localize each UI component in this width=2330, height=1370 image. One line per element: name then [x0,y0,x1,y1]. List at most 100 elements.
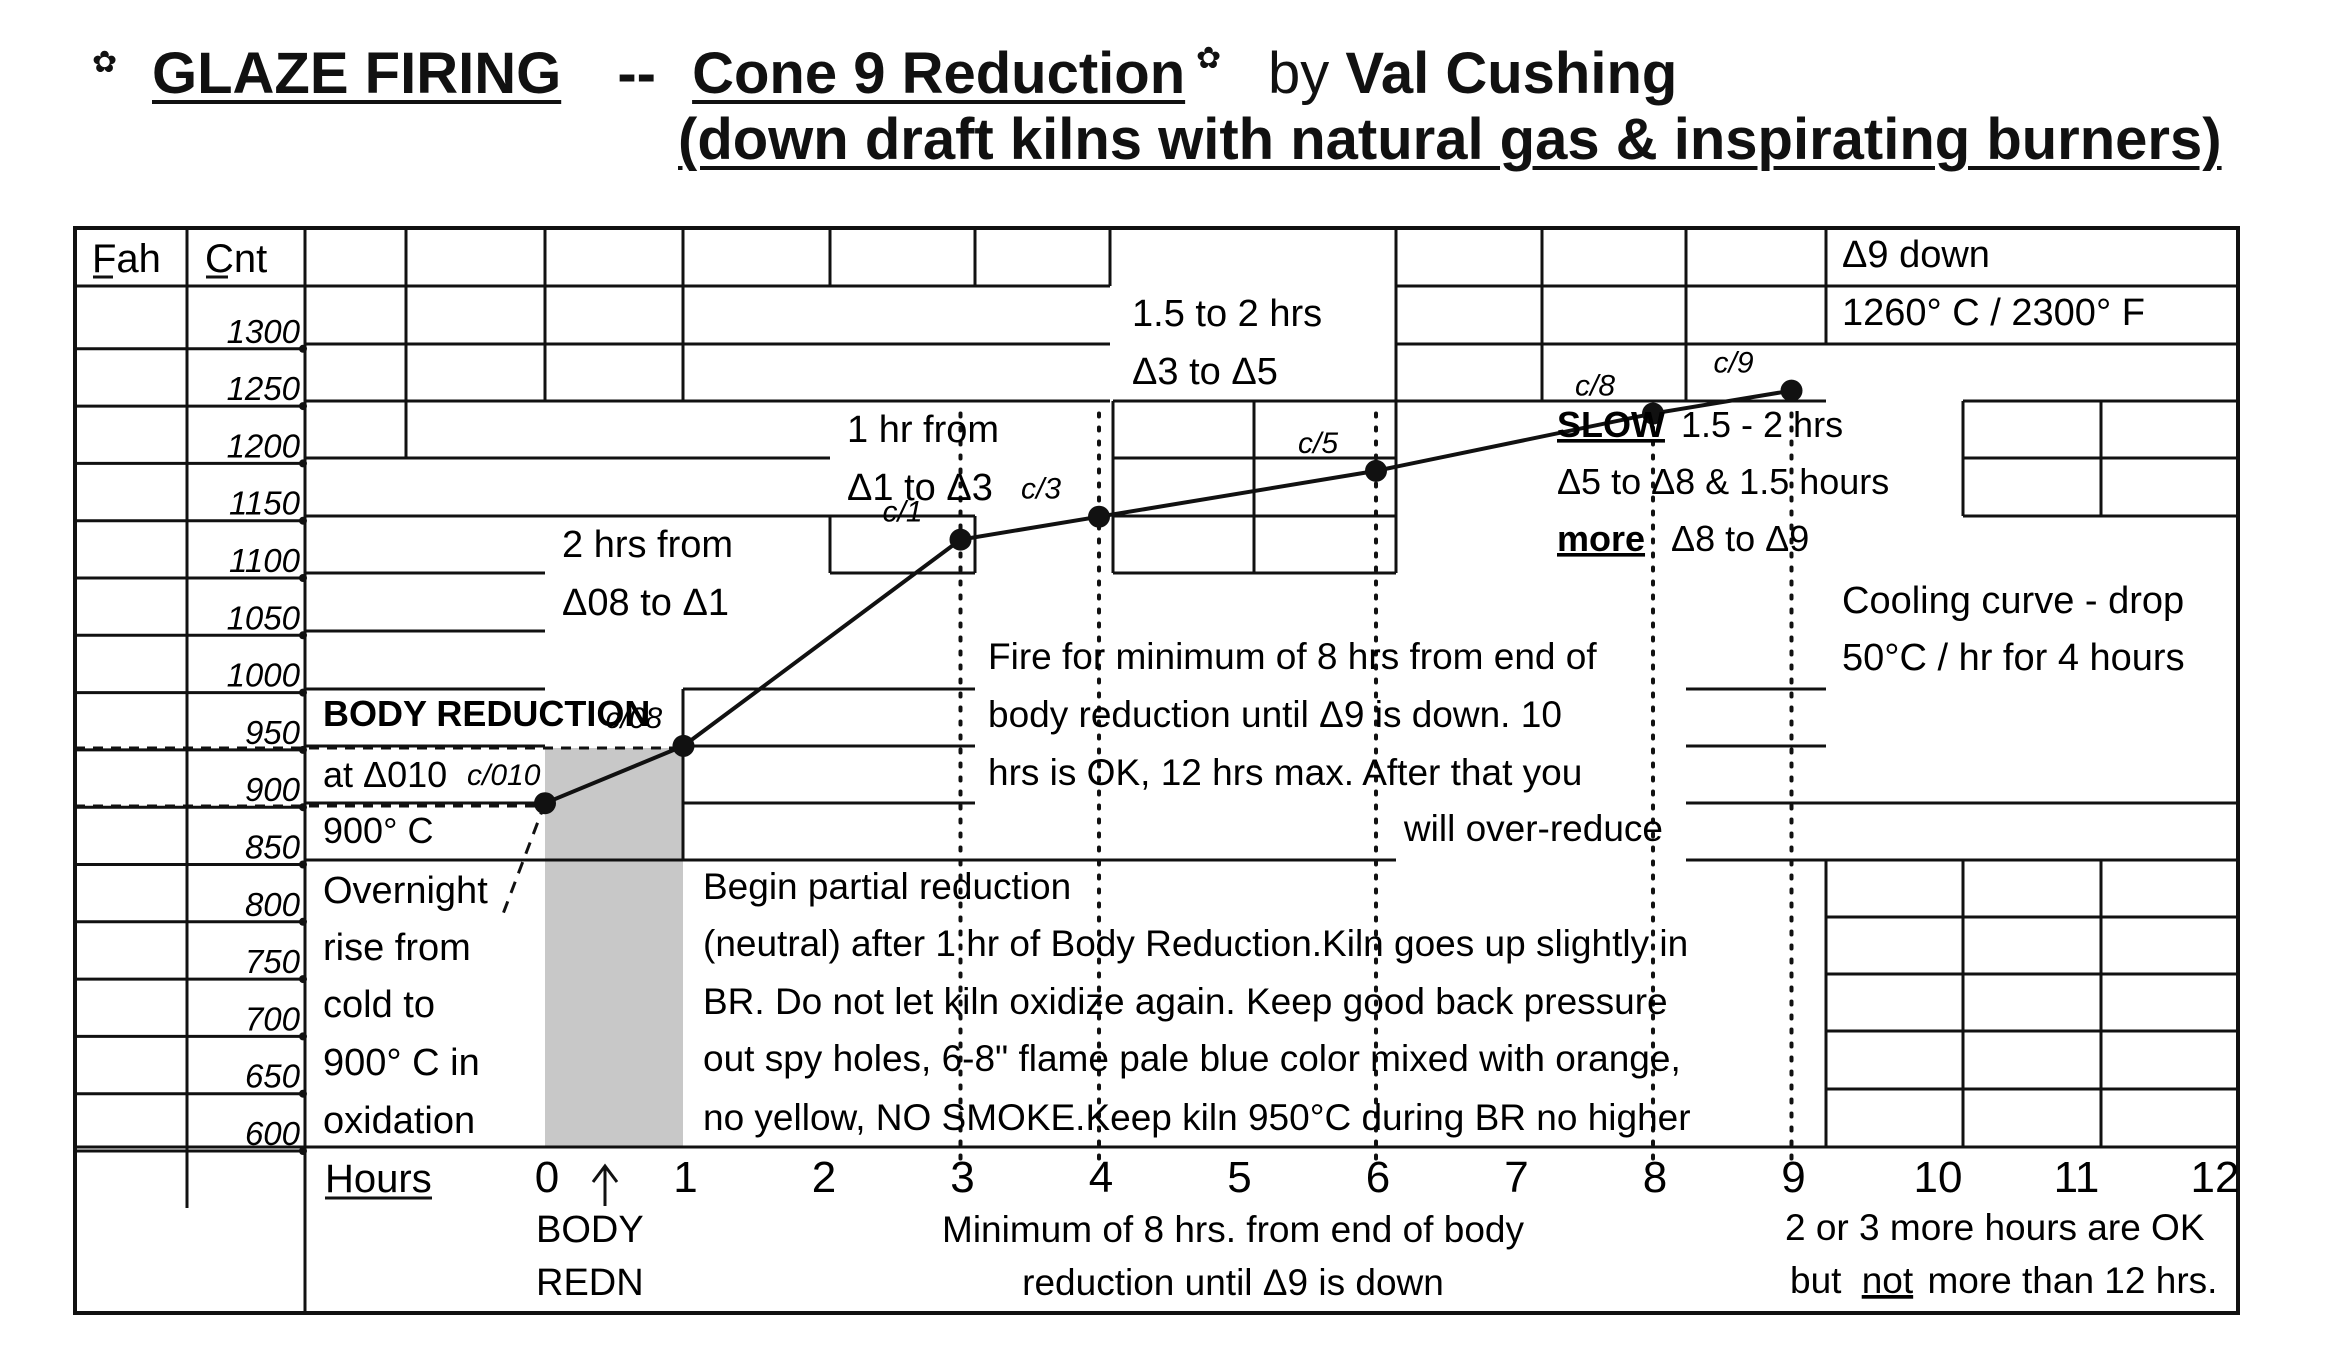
annotation-slow: SLOW 1.5 - 2 hrs Δ5 to Δ8 & 1.5 hours mo… [1557,404,1889,559]
chart-frame [73,226,2240,1315]
y-tick-label: 650 [245,1058,301,1095]
series-point [1642,402,1664,425]
x-tick-label: 0 [535,1153,559,1202]
cooling-l2: 50°C / hr for 4 hours [1842,637,2185,679]
fire-min-l2: body reduction until Δ9 is down. 10 [988,694,1562,735]
two-hrs-l1: 2 hrs from [562,524,733,566]
partial-l5: no yellow, NO SMOKE.Keep kiln 950°C duri… [703,1097,1691,1138]
series-point [672,734,695,757]
body-reduction-temp: 900° C [323,810,433,851]
one-hr-l1: 1 hr from [847,409,999,451]
two-hrs-l2: Δ08 to Δ1 [562,582,729,624]
y-tick-dot [299,516,307,525]
annotation-1-5-hrs: 1.5 to 2 hrs Δ3 to Δ5 [1132,293,1322,393]
chart-title-author: by Val Cushing [1268,42,1677,106]
annotation-more-hours: 2 or 3 more hours are OK but not more th… [1785,1207,2217,1301]
x-axis-label-hours: Hours [325,1157,432,1201]
annotation-overnight: Overnight rise from cold to 900° C in ox… [323,870,488,1142]
point-label: c/08 [606,702,663,735]
y-tick-label: 950 [245,714,301,751]
y-tick-dot [299,688,307,697]
y-tick-dot [299,1089,307,1098]
x-tick-label: 11 [2054,1153,2100,1202]
y-tick-label: 750 [245,943,301,980]
y-tick-label: 1200 [227,427,301,464]
y-tick-dot [299,344,307,353]
x-tick-label: 12 [2191,1153,2240,1202]
header-cnt: Cnt [205,237,267,281]
y-tick-dot [299,574,307,582]
partial-l4: out spy holes, 6-8" flame pale blue colo… [703,1038,1681,1079]
y-tick-dot [299,860,307,869]
point-label: c/8 [1575,370,1615,403]
cooling-l1: Cooling curve - drop [1842,580,2184,622]
annotation-body-redn: BODY REDN [536,1209,644,1304]
x-tick-label: 6 [1366,1153,1390,1202]
fire-min-l1: Fire for minimum of 8 hrs from end of [988,636,1597,677]
more-rest: Δ8 to Δ9 [1671,518,1809,559]
header-fah: Fah [92,237,161,281]
y-tick-label: 600 [245,1115,301,1152]
y-tick-label: 1000 [227,657,301,694]
chart-title-line1: GLAZE FIRING -- Cone 9 Reduction [152,42,1185,106]
more-hours-l1: 2 or 3 more hours are OK [1785,1207,2205,1248]
not-word: not [1862,1260,1914,1301]
x-tick-labels: 0 1 2 3 4 5 6 7 8 9 10 11 12 [535,1153,2240,1202]
subtitle-text: (down draft kilns with natural gas & ins… [678,107,2222,172]
overnight-l2: rise from [323,927,471,969]
point-label: c/1 [883,496,923,529]
slow-rest: 1.5 - 2 hrs [1681,404,1843,445]
y-tick-label: 1150 [229,485,301,522]
annotation-partial-reduction: Begin partial reduction (neutral) after … [703,866,1691,1138]
title-by: by [1268,41,1330,106]
point-label: c/010 [467,759,541,792]
y-tick-label: 800 [245,886,301,923]
series-point [1088,505,1110,528]
y-tick-label: 1050 [227,599,301,636]
x-tick-label: 3 [950,1153,974,1202]
body-reduction-shaded-band [545,748,683,1146]
y-tick-dot [299,1032,307,1041]
point-label: c/5 [1298,427,1338,460]
series-point [1365,459,1387,482]
x-tick-label: 4 [1089,1153,1113,1202]
one-hr-l2: Δ1 to Δ3 [847,467,993,509]
annotation-cone9-down: Δ9 down 1260° C / 2300° F [1842,234,2145,334]
x-tick-label: 9 [1781,1153,1805,1202]
y-tick-dot [299,745,307,754]
overnight-l4: 900° C in [323,1042,480,1084]
slow-line1: SLOW 1.5 - 2 hrs [1557,404,1843,445]
annotation-fire-minimum: Fire for minimum of 8 hrs from end of bo… [988,636,1663,849]
point-label: c/3 [1021,473,1061,506]
series-point [949,528,972,551]
y-tick-dot [299,917,307,926]
overnight-l3: cold to [323,984,435,1026]
annotation-1hr: 1 hr from Δ1 to Δ3 [847,409,999,509]
grid-lines [75,228,2238,1313]
y-tick-dot [299,459,307,468]
y-tick-dot [299,631,307,640]
slow-line2: Δ5 to Δ8 & 1.5 hours [1557,461,1889,502]
overnight-l5: oxidation [323,1100,475,1142]
fire-min-l4: will over-reduce [1403,808,1663,849]
flower-icon: ✿ [1196,42,1222,75]
y-tick-label: 900 [245,771,301,808]
annotation-2hrs: 2 hrs from Δ08 to Δ1 [562,524,733,624]
y-tick-label: 1250 [227,370,301,407]
delta9-l1: Δ9 down [1842,234,1990,276]
more-word: more [1557,518,1645,559]
title-cone: Cone 9 Reduction [692,41,1186,106]
x-tick-label: 2 [812,1153,836,1202]
min8-l1: Minimum of 8 hrs. from end of body [942,1209,1524,1250]
one-five-l2: Δ3 to Δ5 [1132,351,1278,393]
but-word: but [1790,1260,1842,1301]
x-tick-label: 10 [1914,1153,1963,1202]
one-five-l1: 1.5 to 2 hrs [1132,293,1322,335]
partial-l1: Begin partial reduction [703,866,1071,907]
fire-min-l3: hrs is OK, 12 hrs max. After that you [988,752,1582,793]
series-line [544,388,1792,806]
annotation-minimum-8hrs: Minimum of 8 hrs. from end of body reduc… [942,1209,1524,1303]
more-hours-l2: but not more than 12 hrs. [1790,1260,2217,1301]
arrow-up-icon [591,1163,619,1206]
